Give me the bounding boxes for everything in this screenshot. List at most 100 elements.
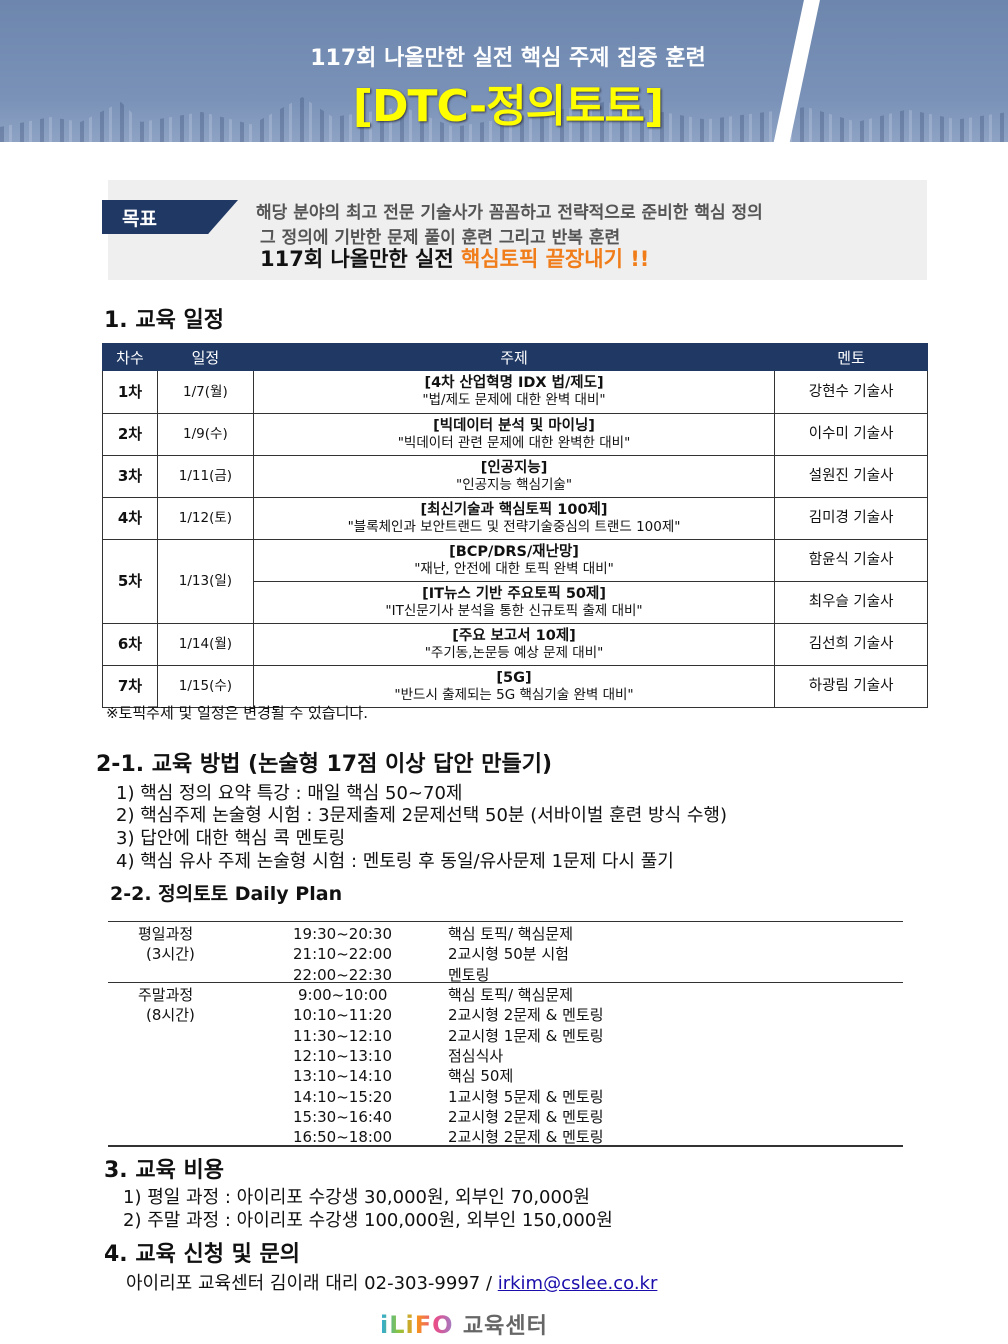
method-heading: 2-1. 교육 방법 (논술형 17점 이상 답안 만들기) <box>96 752 553 777</box>
round-cell: 1차 <box>102 370 158 414</box>
mentor-cell: 최우슬 기술사 <box>774 581 928 624</box>
cost-heading: 3. 교육 비용 <box>104 1158 224 1183</box>
round-cell: 5차 <box>102 539 158 624</box>
table-row: 2차 1/9(수) [빅데이터 분석 및 마이닝] "빅데이터 관련 문제에 대한 완… <box>102 413 928 456</box>
cost-item: 1) 평일 과정 : 아이리포 수강생 30,000원, 외부인 70,000원 <box>123 1187 590 1208</box>
topic-desc: "블록체인과 보안트랜드 및 전략기술중심의 트랜드 100제" <box>347 518 681 535</box>
topic-desc: "인공지능 핵심기술" <box>455 476 573 493</box>
topic-title: [최신기술과 핵심토픽 100제] <box>420 501 608 518</box>
plan-time: 22:00~22:30 <box>293 965 393 984</box>
method-item: 1) 핵심 정의 요약 특강 : 매일 핵심 50~70제 <box>116 783 463 804</box>
goal-line-1: 해당 분야의 최고 전문 기술사가 꼼꼼하고 전략적으로 준비한 핵심 정의 <box>256 203 763 223</box>
mentor-cell: 김선희 기술사 <box>774 623 928 666</box>
table-header-row: 차수 일정 주제 멘토 <box>102 343 928 371</box>
plan-time: 11:30~12:10 <box>293 1026 393 1045</box>
topic-title: [빅데이터 분석 및 마이닝] <box>433 417 595 434</box>
plan-time: 9:00~10:00 <box>298 986 388 1004</box>
mentor-cell: 함윤식 기술사 <box>774 539 928 582</box>
method-item: 4) 핵심 유사 주제 논술형 시험 : 멘토링 후 동일/유사문제 1문제 다… <box>116 851 674 872</box>
banner-title: [DTC-정의토토] <box>352 81 664 132</box>
col-mentor: 멘토 <box>774 343 928 371</box>
goal-box: 목표 해당 분야의 최고 전문 기술사가 꼼꼼하고 전략적으로 준비한 핵심 정… <box>102 180 927 280</box>
topic-title: [주요 보고서 10제] <box>452 627 576 644</box>
mentor-cell: 강현수 기술사 <box>774 370 928 414</box>
plan-time: 12:10~13:10 <box>293 1046 393 1065</box>
topic-desc: "주기동,논문등 예상 문제 대비" <box>424 644 604 661</box>
plan-divider <box>108 921 903 922</box>
topic-desc: "재난, 안전에 대한 토픽 완벽 대비" <box>414 560 614 577</box>
date-cell: 1/14(월) <box>156 623 254 666</box>
topic-cell: [5G] "반드시 출제되는 5G 핵심기술 완벽 대비" <box>252 665 776 708</box>
round-cell: 6차 <box>102 623 158 666</box>
schedule-heading: 1. 교육 일정 <box>104 308 224 333</box>
method-item: 2) 핵심주제 논술형 시험 : 3문제출제 2문제선택 50분 (서바이벌 훈… <box>116 805 728 826</box>
round-cell: 7차 <box>102 665 158 708</box>
plan-time: 16:50~18:00 <box>293 1128 393 1147</box>
plan-activity: 2교시형 2문제 & 멘토링 <box>448 1107 604 1126</box>
topic-title: [BCP/DRS/재난망] <box>449 543 579 560</box>
topic-desc: "반드시 출제되는 5G 핵심기술 완벽 대비" <box>394 686 634 703</box>
goal-line-3: 117회 나올만한 실전 핵심토픽 끝장내기 !! <box>260 243 649 273</box>
table-row: 5차 1/13(일) [BCP/DRS/재난망] "재난, 안전에 대한 토픽 완벽 … <box>102 539 928 624</box>
plan-divider <box>108 1145 903 1147</box>
plan-divider <box>108 982 903 983</box>
mentor-cell: 이수미 기술사 <box>774 413 928 456</box>
plan-time: 13:10~14:10 <box>293 1067 393 1086</box>
table-row: 3차 1/11(금) [인공지능] "인공지능 핵심기술" 설원진 기술사 <box>102 455 928 498</box>
plan-activity: 핵심 토픽/ 핵심문제 <box>448 925 573 943</box>
cost-item: 2) 주말 과정 : 아이리포 수강생 100,000원, 외부인 150,00… <box>123 1210 613 1231</box>
weekend-label: 주말과정 <box>138 986 194 1004</box>
date-cell: 1/7(월) <box>156 370 254 414</box>
plan-activity: 2교시형 2문제 & 멘토링 <box>448 1128 604 1147</box>
round-cell: 2차 <box>102 413 158 456</box>
date-cell: 1/9(수) <box>156 413 254 456</box>
plan-activity: 핵심 토픽/ 핵심문제 <box>448 986 573 1004</box>
topic-title: [인공지능] <box>480 459 548 476</box>
schedule-table: 차수 일정 주제 멘토 1차 1/7(월) [4차 산업혁명 IDX 법/제도] "법… <box>102 343 928 708</box>
email-link[interactable]: irkim@cslee.co.kr <box>497 1273 658 1294</box>
topic-title: [IT뉴스 기반 주요토픽 50제] <box>422 585 606 602</box>
topic-cell: [IT뉴스 기반 주요토픽 50제] "IT신문기사 분석을 통한 신규토픽 출제… <box>252 581 776 624</box>
contact-line: 아이리포 교육센터 김이래 대리 02-303-9997 / irkim@csl… <box>126 1269 657 1295</box>
goal-line-3-prefix: 117회 나올만한 실전 <box>260 247 462 271</box>
col-date: 일정 <box>156 343 254 371</box>
round-cell: 3차 <box>102 455 158 498</box>
goal-highlight: 핵심토픽 끝장내기 !! <box>461 247 650 271</box>
weekend-hours: (8시간) <box>146 1006 195 1024</box>
mentor-cell: 하광림 기술사 <box>774 665 928 708</box>
topic-cell: [인공지능] "인공지능 핵심기술" <box>252 455 776 498</box>
plan-time: 14:10~15:20 <box>293 1087 393 1106</box>
schedule-note: ※토픽주제 및 일정은 변경될 수 있습니다. <box>106 704 368 722</box>
round-cell: 4차 <box>102 497 158 540</box>
topic-cell: [최신기술과 핵심토픽 100제] "블록체인과 보안트랜드 및 전략기술중심의 … <box>252 497 776 540</box>
topic-title: [5G] <box>496 669 532 686</box>
table-row: 1차 1/7(월) [4차 산업혁명 IDX 법/제도] "법/제도 문제에 대한 완… <box>102 370 928 414</box>
date-cell: 1/12(토) <box>156 497 254 540</box>
plan-activity: 1교시형 5문제 & 멘토링 <box>448 1087 604 1106</box>
date-cell: 1/15(수) <box>156 665 254 708</box>
logo-suffix: 교육센터 <box>462 1314 548 1339</box>
date-cell: 1/13(일) <box>156 539 254 624</box>
table-row: 4차 1/12(토) [최신기술과 핵심토픽 100제] "블록체인과 보안트랜드 및… <box>102 497 928 540</box>
plan-time: 15:30~16:40 <box>293 1107 393 1126</box>
topic-cell: [BCP/DRS/재난망] "재난, 안전에 대한 토픽 완벽 대비" <box>252 539 776 582</box>
logo-brand: iLiFO <box>380 1311 454 1339</box>
plan-activity: 2교시형 2문제 & 멘토링 <box>448 1006 604 1025</box>
plan-time: 19:30~20:30 <box>293 925 393 943</box>
plan-activity: 2교시형 1문제 & 멘토링 <box>448 1026 604 1045</box>
mentor-cell: 설원진 기술사 <box>774 455 928 498</box>
contact-heading: 4. 교육 신청 및 문의 <box>104 1242 300 1267</box>
table-row: 6차 1/14(월) [주요 보고서 10제] "주기동,논문등 예상 문제 대비" 김… <box>102 623 928 666</box>
table-row: [IT뉴스 기반 주요토픽 50제] "IT신문기사 분석을 통한 신규토픽 출제… <box>103 581 928 624</box>
topic-desc: "법/제도 문제에 대한 완벽 대비" <box>422 392 606 408</box>
weekday-hours: (3시간) <box>146 945 195 963</box>
goal-line-2: 그 정의에 기반한 문제 풀이 훈련 그리고 반복 훈련 <box>260 228 621 248</box>
weekday-label: 평일과정 <box>138 925 194 943</box>
topic-desc: "IT신문기사 분석을 통한 신규토픽 출제 대비" <box>385 602 643 619</box>
topic-cell: [빅데이터 분석 및 마이닝] "빅데이터 관련 문제에 대한 완벽한 대비" <box>252 413 776 456</box>
topic-desc: "빅데이터 관련 문제에 대한 완벽한 대비" <box>397 434 631 451</box>
plan-time: 10:10~11:20 <box>293 1006 393 1025</box>
topic-cell: [주요 보고서 10제] "주기동,논문등 예상 문제 대비" <box>252 623 776 666</box>
plan-time: 21:10~22:00 <box>293 945 393 964</box>
date-cell: 1/11(금) <box>156 455 254 498</box>
